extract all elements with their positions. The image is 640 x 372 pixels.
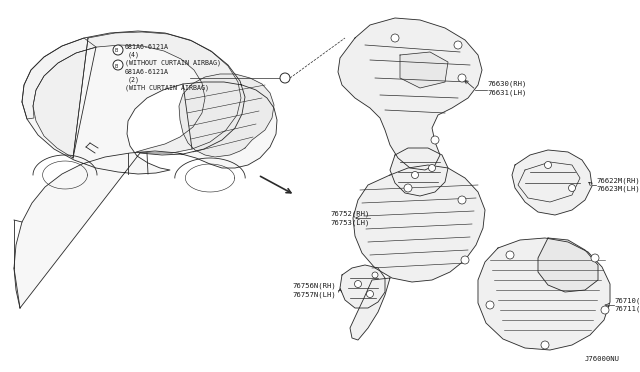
- Circle shape: [404, 184, 412, 192]
- Polygon shape: [338, 18, 482, 170]
- Circle shape: [486, 301, 494, 309]
- Circle shape: [591, 254, 599, 262]
- Text: 76756N(RH)
76757N(LH): 76756N(RH) 76757N(LH): [292, 282, 336, 298]
- Text: (2): (2): [128, 77, 140, 83]
- Circle shape: [113, 45, 123, 55]
- Polygon shape: [179, 74, 274, 157]
- Circle shape: [412, 171, 419, 179]
- Text: 081A6-6121A: 081A6-6121A: [125, 44, 169, 50]
- Text: (WITH CURTAIN AIRBAG): (WITH CURTAIN AIRBAG): [125, 85, 209, 91]
- Circle shape: [372, 272, 378, 278]
- Text: 76752(RH)
76753(LH): 76752(RH) 76753(LH): [331, 211, 370, 225]
- Text: 76622M(RH)
76623M(LH): 76622M(RH) 76623M(LH): [596, 177, 640, 192]
- Text: J76000NU: J76000NU: [585, 356, 620, 362]
- Text: B: B: [115, 64, 118, 68]
- Circle shape: [601, 306, 609, 314]
- Polygon shape: [390, 148, 448, 196]
- Polygon shape: [400, 52, 448, 88]
- Circle shape: [506, 251, 514, 259]
- Circle shape: [429, 164, 435, 171]
- Polygon shape: [340, 265, 385, 308]
- Text: 76710(RH)
76711(LH): 76710(RH) 76711(LH): [614, 298, 640, 312]
- Polygon shape: [33, 32, 241, 158]
- Text: (WITHOUT CURTAIN AIRBAG): (WITHOUT CURTAIN AIRBAG): [125, 60, 221, 66]
- Circle shape: [367, 291, 374, 298]
- Polygon shape: [478, 238, 610, 350]
- Circle shape: [541, 341, 549, 349]
- Text: 76630(RH)
76631(LH): 76630(RH) 76631(LH): [487, 80, 526, 96]
- Circle shape: [391, 34, 399, 42]
- Circle shape: [431, 136, 439, 144]
- Polygon shape: [353, 165, 485, 282]
- Polygon shape: [512, 150, 592, 215]
- Circle shape: [355, 280, 362, 288]
- Circle shape: [280, 73, 290, 83]
- Circle shape: [113, 60, 123, 70]
- Circle shape: [458, 196, 466, 204]
- Polygon shape: [14, 31, 277, 308]
- Circle shape: [545, 161, 552, 169]
- Circle shape: [568, 185, 575, 192]
- Circle shape: [461, 256, 469, 264]
- Circle shape: [454, 41, 462, 49]
- Polygon shape: [350, 278, 390, 340]
- Polygon shape: [22, 38, 96, 119]
- Text: 081A6-6121A: 081A6-6121A: [125, 69, 169, 75]
- Text: B: B: [115, 48, 118, 54]
- Circle shape: [458, 74, 466, 82]
- Polygon shape: [538, 238, 598, 292]
- Text: (4): (4): [128, 52, 140, 58]
